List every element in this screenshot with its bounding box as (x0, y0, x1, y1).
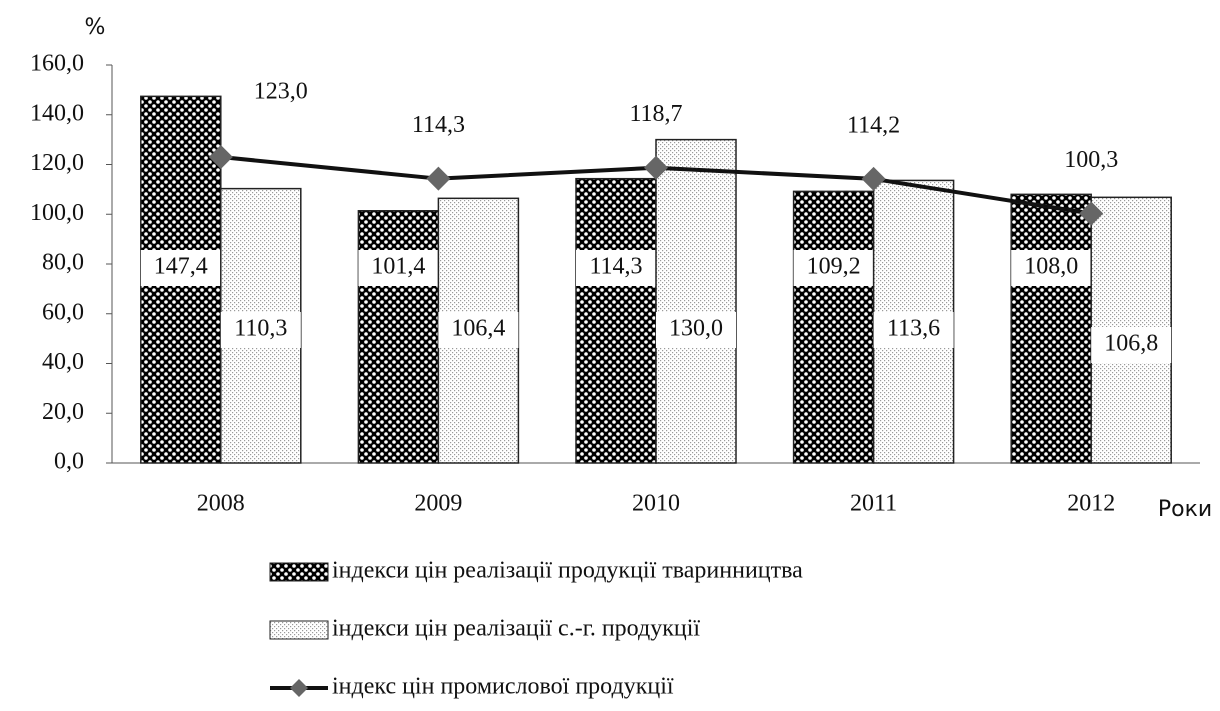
data-label: 114,3 (589, 254, 642, 280)
data-label: 114,2 (847, 112, 900, 138)
data-label: 147,4 (154, 254, 208, 280)
data-label: 100,3 (1064, 147, 1118, 173)
marker (208, 145, 233, 170)
y-tick-label: 140,0 (30, 100, 84, 126)
data-label: 118,7 (629, 101, 682, 127)
x-tick-label: 2008 (197, 491, 245, 517)
data-label: 110,3 (234, 316, 287, 342)
data-label: 108,0 (1024, 254, 1078, 280)
bar (655, 138, 737, 464)
marker (1079, 201, 1104, 226)
label-bg (1011, 250, 1092, 286)
y-axis-label: % (85, 15, 106, 40)
data-label: 106,4 (451, 316, 505, 342)
y-tick-label: 160,0 (30, 51, 84, 77)
data-label: 130,0 (669, 316, 723, 342)
x-tick-label: 2009 (414, 491, 462, 517)
data-label: 101,4 (371, 254, 425, 280)
bar (792, 190, 875, 464)
x-axis-label: Роки (1158, 497, 1212, 522)
x-tick-label: 2012 (1067, 491, 1115, 517)
bar (1010, 193, 1092, 464)
label-bg (358, 250, 439, 286)
marker (644, 155, 668, 180)
x-tick-label: 2010 (632, 491, 680, 517)
data-label: 123,0 (254, 79, 308, 105)
legend-label: індекс цін промислової продукції (332, 674, 674, 700)
label-bg (656, 312, 736, 348)
label-bg (873, 312, 954, 348)
y-tick-label: 40,0 (42, 349, 84, 375)
y-tick-label: 20,0 (42, 399, 84, 425)
label-bg (576, 250, 656, 286)
y-tick-label: 80,0 (42, 250, 84, 276)
data-label: 114,3 (412, 112, 465, 138)
legend-label: індекси цін реалізації с.-г. продукції (332, 616, 700, 642)
marker (426, 166, 451, 191)
label-bg (1091, 327, 1172, 363)
data-label: 106,8 (1104, 331, 1158, 357)
legend-marker (290, 679, 308, 697)
y-tick-label: 0,0 (54, 449, 84, 475)
legend-swatch (269, 562, 329, 582)
data-label: 113,6 (887, 316, 940, 342)
bar (575, 177, 657, 464)
label-bg (438, 312, 519, 348)
label-bg (140, 250, 221, 286)
y-tick-label: 120,0 (30, 150, 84, 176)
label-bg (793, 250, 874, 286)
y-tick-label: 60,0 (42, 299, 84, 325)
label-bg (220, 312, 301, 348)
marker (861, 166, 886, 191)
bar (357, 210, 440, 464)
legend-label: індекси цін реалізації продукції тваринн… (332, 558, 803, 584)
data-label: 109,2 (807, 254, 861, 280)
x-tick-label: 2011 (850, 491, 897, 517)
legend-swatch (269, 620, 329, 640)
y-tick-label: 100,0 (30, 200, 84, 226)
